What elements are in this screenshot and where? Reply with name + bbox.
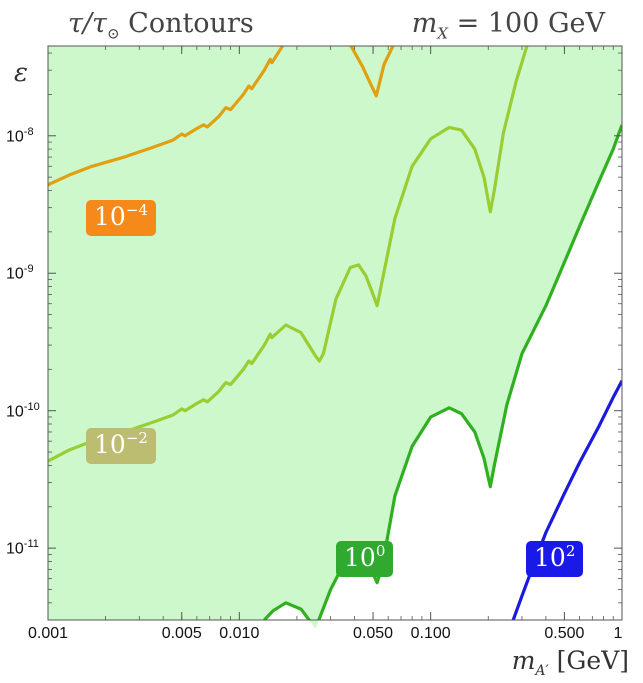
series-line-1	[349, 46, 395, 98]
contour-label-1e2: 102	[526, 541, 584, 577]
contour-label-1e-4: 10−4	[86, 200, 156, 236]
y-tick-label: 10-8	[6, 125, 34, 146]
chart-title-right: mX = 100 GeV	[411, 8, 605, 43]
contour-label-1e0: 100	[336, 541, 394, 577]
x-tick-label: 0.100	[410, 625, 451, 642]
x-tick-label: 0.500	[544, 625, 585, 642]
series-line-3	[263, 124, 622, 620]
chart-title-left: τ/τ⊙ Contours	[68, 8, 254, 43]
y-axis-label: ε	[14, 58, 28, 88]
y-tick-label: 10-10	[6, 400, 40, 420]
x-tick-label: 0.010	[219, 625, 260, 642]
series-line-4	[511, 380, 622, 620]
series-line-2	[48, 46, 529, 463]
x-tick-label: 0.005	[161, 625, 202, 642]
plot-frame	[47, 45, 623, 621]
contour-label-1e-2: 10−2	[86, 428, 156, 464]
y-tick-label: 10-11	[6, 538, 39, 558]
shaded-region	[48, 46, 622, 629]
x-tick-label: 0.050	[353, 625, 394, 642]
x-tick-label: 0.001	[27, 625, 69, 642]
x-tick-label: 1	[613, 625, 623, 642]
series-line-0	[48, 46, 285, 187]
x-axis-label: mA′ [GeV]	[511, 646, 629, 679]
y-tick-label: 10-9	[6, 263, 34, 283]
